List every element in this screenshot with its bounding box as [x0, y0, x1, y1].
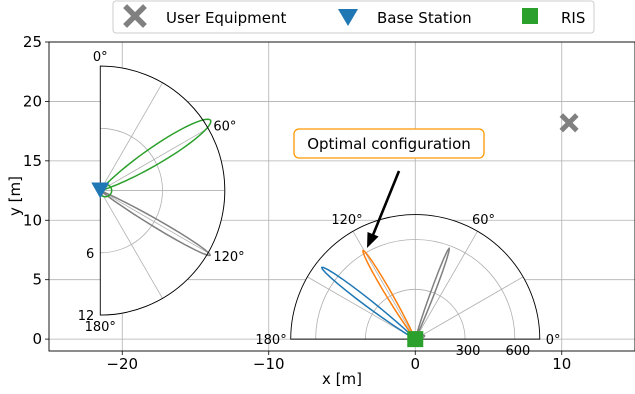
y-tick-label: 15 — [23, 152, 42, 170]
markers — [91, 113, 579, 348]
polar-ring-label: 12 — [78, 309, 95, 324]
base-station-polar-inset: 180° 120° 60° 0° 6 12 — [78, 50, 245, 335]
y-tick-label: 0 — [32, 330, 42, 348]
legend-label-user-equipment: User Equipment — [166, 9, 286, 27]
user-equipment-marker — [559, 113, 579, 133]
annotation: Optimal configuration — [293, 128, 485, 248]
legend: User Equipment Base Station RIS — [112, 0, 595, 34]
polar-radial-gridline — [415, 276, 524, 340]
base-station-marker — [91, 182, 110, 199]
polar-angle-label: 180° — [85, 320, 116, 335]
annotation-box — [293, 128, 485, 159]
polar-angle-label: 120° — [213, 250, 244, 265]
polar-ring-label: 600 — [505, 344, 530, 359]
polar-angle-label: 120° — [331, 213, 362, 228]
ris-marker — [407, 331, 424, 348]
polar-ring — [100, 127, 163, 254]
legend-frame — [112, 0, 595, 34]
x-tick-label: −20 — [106, 355, 138, 373]
y-tick-label: 25 — [23, 33, 42, 51]
annotation-arrow-head — [367, 232, 379, 248]
polar-angle-label: 60° — [213, 119, 236, 134]
x-axis-label: x [m] — [322, 370, 362, 388]
polar-ring-label: 6 — [86, 247, 94, 262]
annotation-label: Optimal configuration — [307, 135, 471, 153]
polar-radial-gridline — [414, 231, 478, 340]
polar-radial-gridline — [352, 231, 416, 340]
plot-area-frame — [48, 41, 635, 352]
polar-ring — [365, 288, 466, 340]
x-tick-label: 10 — [552, 355, 571, 373]
polar-ring — [315, 239, 516, 340]
y-tick-label: 10 — [23, 211, 42, 229]
polar-frame — [290, 214, 541, 340]
legend-label-base-station: Base Station — [377, 9, 472, 27]
annotation-arrow-shaft — [371, 170, 401, 236]
legend-x-cross-icon — [123, 4, 147, 28]
y-tick-label: 5 — [32, 271, 42, 289]
x-tick-label: −10 — [253, 355, 285, 373]
legend-triangle-icon — [338, 9, 358, 26]
y-axis-label: y [m] — [6, 176, 24, 216]
polar-angle-label: 0° — [546, 333, 561, 348]
polar-angle-label: 180° — [255, 333, 286, 348]
polar-angle-label: 0° — [93, 50, 108, 65]
legend-label-ris: RIS — [561, 9, 585, 27]
ris-polar-inset: 180° 120° 60° 0° 300 600 — [255, 213, 560, 359]
axis-ticks: −20 −10 0 10 0 5 10 15 20 25 — [23, 33, 571, 373]
legend-entry-user-equipment: User Equipment — [123, 4, 286, 28]
y-tick-label: 20 — [23, 92, 42, 110]
polar-ring-label: 300 — [456, 344, 481, 359]
polar-frame — [99, 65, 226, 316]
legend-square-icon — [522, 8, 538, 24]
legend-entry-ris: RIS — [522, 8, 585, 27]
legend-entry-base-station: Base Station — [338, 9, 472, 27]
x-tick-label: 0 — [410, 355, 420, 373]
polar-angle-label: 60° — [472, 213, 495, 228]
